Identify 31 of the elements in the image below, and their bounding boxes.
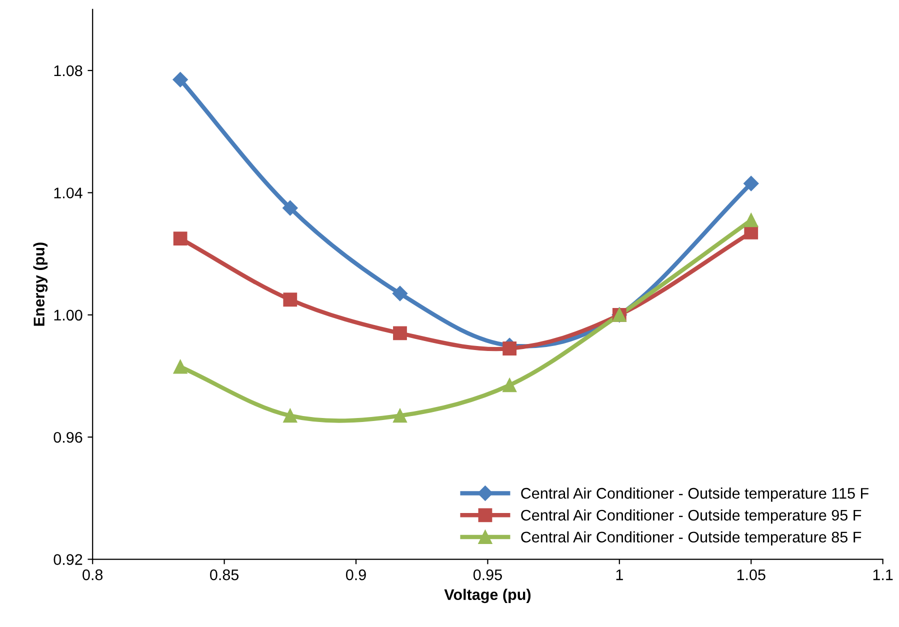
x-tick-label: 1.05 [737,569,766,580]
point [283,408,298,423]
point [744,225,758,240]
legend-label: Central Air Conditioner - Outside temperature 115 F [521,488,868,502]
point [392,286,408,302]
point [502,378,517,392]
point [282,200,298,216]
point [744,176,759,192]
y-tick-label: 0.96 [54,432,82,443]
point [173,360,188,374]
point [172,72,188,88]
point [393,326,407,340]
point [502,342,517,356]
y-tick-label: 0.92 [54,554,82,565]
x-tick-label: 0.8 [82,569,103,580]
y-tick-label: 1.04 [54,188,82,198]
point [283,292,298,307]
point [744,213,758,228]
legend-label: Central Air Conditioner - Outside temperature 95 F [521,509,862,524]
legend-label: Central Air Conditioner - Outside temperature 85 F [521,531,862,546]
x-tick-label: 0.9 [346,569,366,580]
x-tick-label: 1.1 [873,570,893,580]
x-tick-label: 0.95 [473,569,502,580]
x-tick-label: 1 [616,570,623,580]
point [393,408,407,423]
x-tick-label: 0.85 [210,569,239,580]
y-tick-label: 1.08 [54,65,82,76]
point [173,232,188,246]
x-axis-title: Voltage (pu) [444,588,531,604]
y-tick-label: 1.00 [54,310,82,321]
y-axis-title: Energy (pu) [33,242,48,326]
